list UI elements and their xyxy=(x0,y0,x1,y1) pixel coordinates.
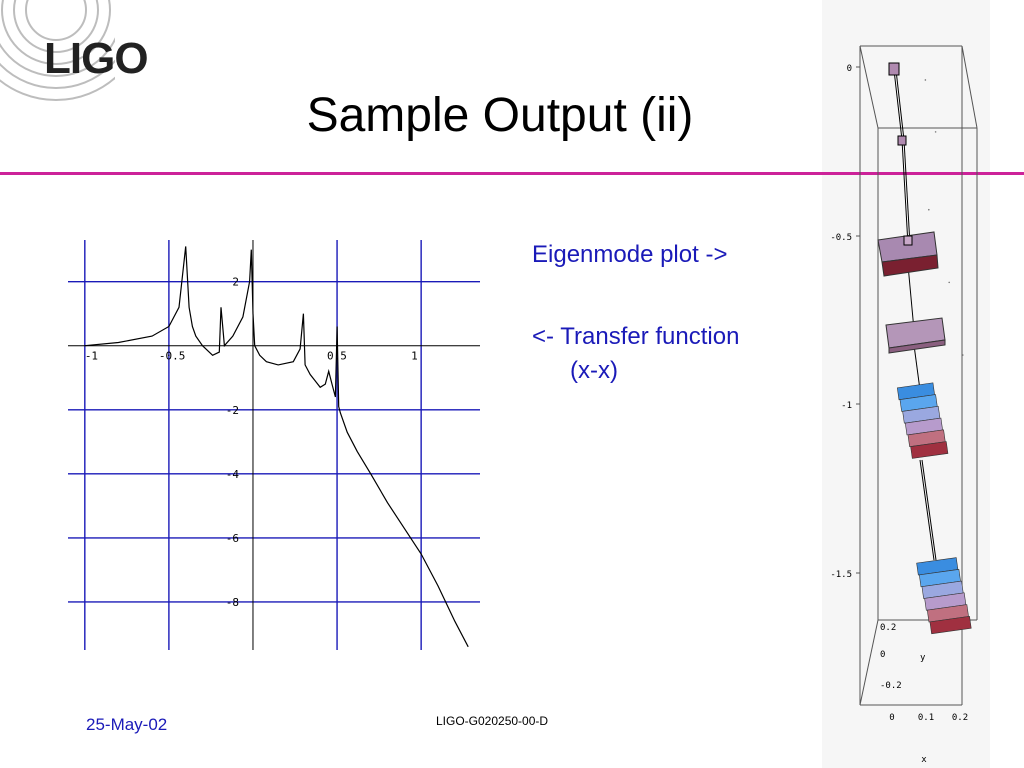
title-divider xyxy=(0,172,1024,175)
eig-inset-y-tick-label: -0.2 xyxy=(880,681,902,691)
eig-node-point xyxy=(962,354,964,356)
y-tick-label: 2 xyxy=(232,276,239,289)
eig-x-tick-label: 0 xyxy=(889,713,894,723)
y-tick-label: -6 xyxy=(226,532,239,545)
x-tick-label: -1 xyxy=(85,350,98,363)
mass-top-1 xyxy=(888,62,900,76)
x-tick-label: 0.5 xyxy=(327,350,347,363)
eig-node-point xyxy=(948,281,950,284)
page-title: Sample Output (ii) xyxy=(306,89,694,142)
mass-upper-intermediate xyxy=(877,231,939,277)
eig-node-point xyxy=(934,131,937,133)
mass-test xyxy=(916,557,972,635)
transfer-function-series xyxy=(84,246,469,648)
y-tick-label: -2 xyxy=(226,404,239,417)
x-tick-label: 1 xyxy=(411,350,418,363)
eigenmode-plot: 0 -0.5 -1 -1.5 xyxy=(830,45,978,765)
eig-y-tick-label: -0.5 xyxy=(830,233,852,243)
transfer-function-plot: -1 -0.5 0.5 1 2 -2 -4 -6 -8 xyxy=(68,240,480,650)
eig-x-axis-label: x xyxy=(921,755,927,765)
ligo-logo: LIGO xyxy=(44,34,149,83)
bullet-transfer-function: <- Transfer function xyxy=(532,323,740,350)
bullet-eigenmode: Eigenmode plot -> xyxy=(532,241,728,268)
mass-lower-intermediate xyxy=(885,317,946,354)
eig-inset-y-tick-label: 0 xyxy=(880,650,885,660)
bullet-transfer-function-continuation: (x-x) xyxy=(570,357,618,384)
eig-y-tick-label: -1.5 xyxy=(830,570,852,580)
mass-top-2 xyxy=(897,135,907,146)
logo-arcs-icon xyxy=(0,0,115,101)
footer-date: 25-May-02 xyxy=(86,715,168,734)
x-tick-label: -0.5 xyxy=(159,350,186,363)
eig-x-tick-label: 0.2 xyxy=(952,713,968,723)
eig-y-tick-label: -1 xyxy=(841,401,852,411)
footer-document-id: LIGO-G020250-00-D xyxy=(436,714,549,728)
y-tick-label: -4 xyxy=(226,468,240,481)
mass-penultimate xyxy=(896,382,949,459)
eig-x-tick-label: 0.1 xyxy=(918,713,934,723)
eig-y-tick-label: 0 xyxy=(847,64,852,74)
eig-node-point xyxy=(924,79,927,81)
eig-inset-y-label: y xyxy=(920,653,926,663)
eig-inset-y-tick-label: 0.2 xyxy=(880,623,896,633)
eig-node-point xyxy=(928,208,930,211)
y-tick-label: -8 xyxy=(226,596,239,609)
